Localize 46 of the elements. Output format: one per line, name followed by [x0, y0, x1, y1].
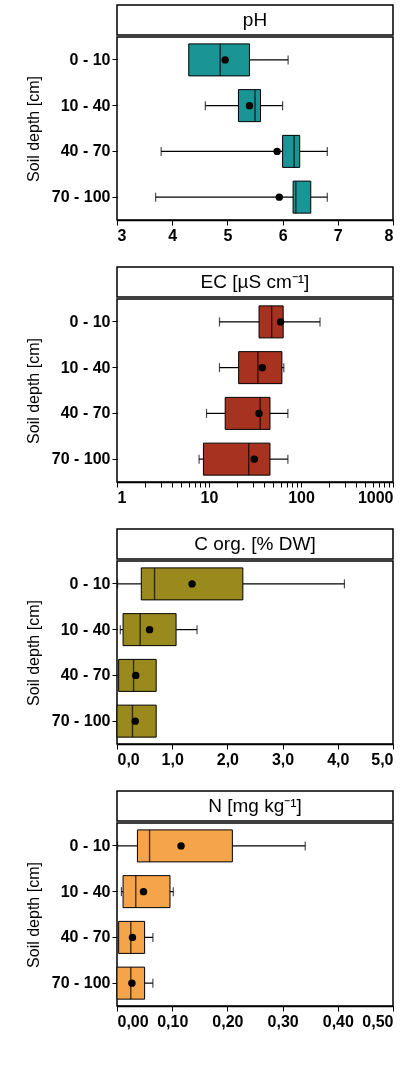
x-tick-label: 5	[223, 226, 233, 244]
y-tick-label: 0 - 10	[69, 312, 111, 330]
x-tick-label: 1,0	[161, 750, 184, 768]
x-tick-label: 6	[278, 226, 288, 244]
x-tick-label: 0,00	[117, 1012, 149, 1030]
y-tick-label: 70 - 100	[51, 450, 111, 468]
x-tick-label: 4,0	[327, 750, 350, 768]
x-tick-label: 5,0	[371, 750, 394, 768]
x-tick-label: 4	[168, 226, 178, 244]
x-tick-label: 0,10	[157, 1012, 189, 1030]
x-tick-label: 0,0	[117, 750, 140, 768]
x-tick-label: 3,0	[271, 750, 295, 768]
y-tick-label: 40 - 70	[60, 666, 111, 684]
chart-title: N [mg kg⁻¹]	[208, 795, 302, 816]
y-tick-label: 10 - 40	[60, 358, 111, 376]
y-tick-label: 70 - 100	[51, 188, 111, 206]
y-tick-label: 0 - 10	[69, 50, 111, 68]
x-tick-label: 1	[117, 488, 127, 506]
x-tick-label: 10	[200, 488, 219, 506]
x-tick-label: 1000	[357, 488, 394, 506]
x-tick-label: 100	[288, 488, 315, 506]
y-tick-label: 70 - 100	[51, 712, 111, 730]
y-tick-label: 40 - 70	[60, 142, 111, 160]
y-tick-label: 0 - 10	[69, 574, 111, 592]
y-tick-label: 0 - 10	[69, 836, 111, 854]
y-tick-label: 40 - 70	[60, 404, 111, 422]
y-axis-title: Soil depth [cm]	[24, 600, 42, 706]
x-tick-label: 8	[384, 226, 394, 244]
chart-title: C org. [% DW]	[194, 533, 316, 554]
y-tick-label: 10 - 40	[60, 620, 111, 638]
x-tick-label: 2,0	[216, 750, 240, 768]
x-tick-label: 0,40	[322, 1012, 354, 1030]
x-tick-label: 0,30	[267, 1012, 299, 1030]
y-tick-label: 70 - 100	[51, 974, 111, 992]
chart-title: EC [µS cm⁻¹]	[200, 271, 310, 292]
y-axis-title: Soil depth [cm]	[24, 862, 42, 968]
x-tick-label: 0,50	[362, 1012, 394, 1030]
y-tick-label: 10 - 40	[60, 882, 111, 900]
y-axis-title: Soil depth [cm]	[24, 338, 42, 444]
y-axis-title: Soil depth [cm]	[24, 76, 42, 182]
x-tick-label: 3	[117, 226, 127, 244]
y-tick-label: 10 - 40	[60, 96, 111, 114]
x-tick-label: 0,20	[212, 1012, 244, 1030]
y-tick-label: 40 - 70	[60, 928, 111, 946]
chart-title: pH	[242, 9, 268, 30]
x-tick-label: 7	[333, 226, 343, 244]
